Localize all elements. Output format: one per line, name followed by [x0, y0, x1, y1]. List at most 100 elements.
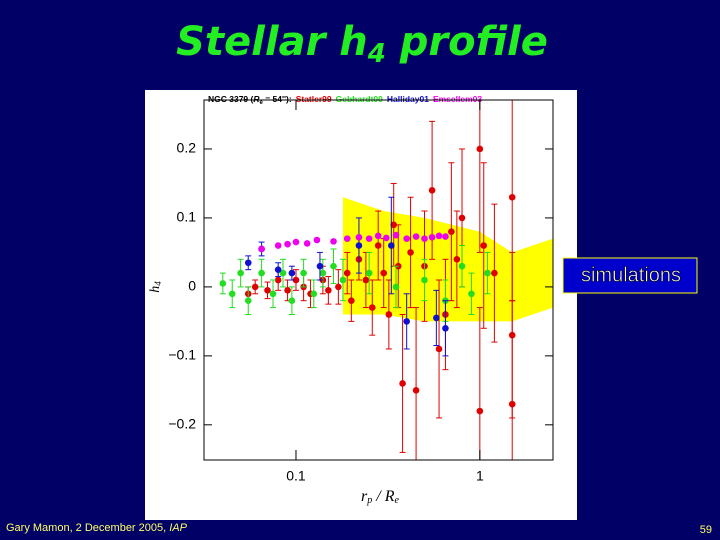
data-point	[348, 297, 355, 304]
data-point	[374, 232, 382, 240]
x-axis-label-sub: p	[366, 495, 372, 506]
data-point	[284, 287, 291, 294]
data-point	[442, 324, 449, 332]
data-point	[269, 290, 277, 298]
data-point	[288, 297, 296, 304]
data-point	[274, 266, 282, 273]
footer-author: Gary Mamon, 2 December 2005,	[6, 522, 169, 534]
data-point	[325, 287, 332, 294]
data-point	[403, 318, 410, 325]
y-axis-label-text: h	[148, 286, 163, 293]
data-point	[476, 407, 484, 415]
data-point	[407, 249, 414, 256]
title-subscript: 4	[367, 39, 386, 69]
y-tick-label: −0.2	[168, 416, 196, 432]
data-point	[383, 234, 390, 242]
data-point	[362, 276, 370, 284]
data-point	[421, 276, 428, 284]
data-point	[330, 262, 337, 270]
x-axis-label-sub: e	[395, 495, 400, 506]
data-point	[458, 214, 466, 222]
plot-frame	[203, 99, 554, 461]
page-number: 59	[700, 524, 712, 536]
data-point	[428, 233, 436, 241]
data-point	[274, 276, 282, 284]
data-point	[399, 380, 406, 387]
legend-title: e	[260, 100, 264, 106]
data-point	[491, 269, 498, 277]
data-point	[355, 242, 363, 249]
data-point	[228, 290, 236, 298]
data-point	[385, 311, 393, 318]
data-point	[428, 187, 436, 194]
data-point	[288, 269, 296, 277]
data-point	[274, 242, 282, 249]
legend-entry: Gebhardt00	[336, 94, 384, 104]
data-point	[508, 331, 516, 339]
simulations-box	[562, 257, 698, 294]
data-point	[237, 269, 244, 277]
data-point	[310, 290, 318, 298]
data-point	[458, 262, 466, 270]
footer-venue: IAP	[169, 522, 187, 534]
data-point	[421, 235, 428, 242]
data-point	[508, 193, 516, 201]
data-point	[292, 276, 300, 284]
x-axis-label-text: R	[384, 488, 395, 505]
data-point	[442, 233, 449, 240]
title-text: profile	[386, 19, 548, 65]
y-axis-label: h4	[148, 281, 163, 293]
x-axis-label-text: r	[361, 488, 368, 505]
data-point	[244, 297, 252, 304]
title-text: Stellar h	[176, 19, 368, 65]
data-point	[343, 235, 351, 242]
data-point	[319, 269, 327, 277]
data-point	[292, 238, 300, 246]
data-point	[380, 269, 388, 277]
data-point	[368, 304, 376, 311]
data-point	[388, 242, 395, 249]
data-point	[412, 233, 420, 240]
y-tick-label: 0	[188, 278, 196, 294]
data-point	[435, 232, 443, 240]
x-axis-label-text: /	[372, 488, 384, 505]
legend-entry: Halliday01	[387, 94, 429, 104]
data-point	[335, 283, 342, 291]
slide-title: Stellar h4 profile	[176, 19, 548, 69]
data-point	[484, 269, 491, 277]
data-point	[448, 228, 455, 236]
data-point	[330, 238, 337, 245]
data-point	[468, 290, 475, 298]
data-point	[355, 233, 363, 241]
data-point	[476, 145, 484, 153]
y-tick-label: −0.1	[168, 347, 196, 363]
legend: NGC 3379 (Re = 54''): Statler99 Gebhardt00…	[208, 94, 482, 105]
y-axis-label-sub: 4	[153, 281, 163, 286]
data-point	[480, 242, 488, 249]
y-tick-label: 0.2	[177, 140, 197, 156]
data-point	[343, 269, 351, 277]
data-point	[365, 235, 373, 242]
data-point	[313, 236, 321, 244]
simulations-label: simulations	[581, 264, 681, 286]
data-point	[258, 245, 265, 253]
data-point	[284, 240, 291, 248]
data-point	[392, 231, 400, 239]
data-point	[435, 345, 443, 353]
data-point	[303, 240, 311, 247]
legend-entry: Emsellem03	[433, 94, 482, 104]
data-point	[316, 262, 324, 270]
data-point	[264, 287, 271, 294]
data-point	[244, 259, 252, 267]
legend-entry: Statler99	[296, 94, 332, 104]
y-tick-label: 0.1	[177, 209, 197, 225]
data-point	[365, 269, 373, 277]
legend-title: NGC 3379 (	[208, 94, 254, 104]
data-point	[453, 256, 461, 263]
footer: Gary Mamon, 2 December 2005, IAP	[6, 522, 188, 534]
legend-title: = 54''):	[263, 94, 292, 104]
plot-area	[219, 100, 553, 460]
data-point	[219, 280, 227, 287]
data-point	[390, 221, 397, 229]
data-point	[279, 269, 287, 277]
